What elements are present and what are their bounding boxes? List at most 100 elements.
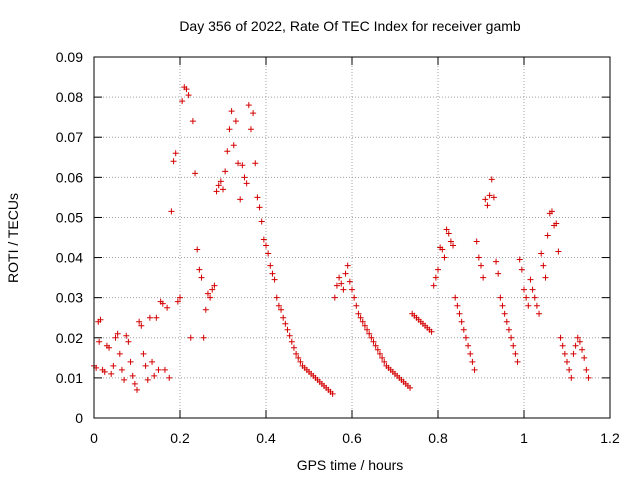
- data-point: [134, 386, 140, 393]
- data-point: [473, 238, 480, 245]
- data-point: [215, 182, 222, 189]
- x-tick-label: 0.6: [342, 430, 362, 446]
- data-point: [217, 178, 224, 185]
- data-point: [125, 338, 132, 345]
- data-point: [222, 168, 229, 175]
- data-point: [480, 274, 487, 281]
- data-point: [202, 306, 209, 313]
- data-point: [118, 366, 125, 373]
- data-point: [189, 118, 196, 125]
- data-point: [250, 110, 257, 117]
- data-point: [198, 274, 205, 281]
- data-point: [146, 314, 153, 321]
- data-point: [497, 294, 504, 301]
- data-point: [583, 366, 590, 373]
- data-point: [585, 374, 592, 381]
- data-point: [260, 236, 267, 243]
- data-point: [447, 238, 454, 245]
- data-point: [183, 86, 190, 93]
- data-point: [372, 342, 379, 349]
- data-point: [351, 294, 358, 301]
- data-point: [196, 266, 203, 273]
- data-point: [142, 362, 149, 369]
- data-point: [548, 208, 555, 215]
- data-point: [269, 270, 276, 277]
- data-point: [194, 246, 201, 253]
- data-point: [153, 314, 160, 321]
- data-point: [243, 180, 250, 187]
- x-tick-label: 0: [90, 430, 98, 446]
- data-point: [247, 126, 254, 133]
- data-point: [566, 366, 573, 373]
- data-point: [572, 342, 579, 349]
- data-point: [129, 372, 136, 379]
- data-point: [505, 326, 512, 333]
- data-point: [346, 278, 353, 285]
- data-point: [357, 314, 364, 321]
- data-point: [471, 366, 478, 373]
- data-point: [376, 350, 383, 357]
- data-point: [568, 374, 575, 381]
- data-point: [204, 290, 211, 297]
- data-point: [138, 322, 145, 329]
- x-tick-label: 0.2: [170, 430, 190, 446]
- data-point: [230, 142, 237, 149]
- data-point: [155, 366, 162, 373]
- data-point: [462, 334, 469, 341]
- data-point: [503, 318, 510, 325]
- data-point: [179, 98, 186, 105]
- data-point: [333, 282, 340, 289]
- data-point: [518, 266, 525, 273]
- data-point: [168, 208, 175, 215]
- data-point: [407, 384, 414, 391]
- axis-ticks: 0 0.01 0.02 0.03 0.04 0.05 0.06 0.07 0.08 0.09 0 0.…: [56, 49, 620, 446]
- x-tick-label: 1: [520, 430, 528, 446]
- data-point: [256, 204, 263, 211]
- data-point: [235, 160, 242, 167]
- grid-lines: [94, 57, 610, 418]
- data-points: [91, 84, 592, 397]
- data-point: [267, 262, 274, 269]
- data-point: [514, 358, 521, 365]
- data-point: [136, 318, 143, 325]
- y-tick-label: 0.06: [56, 169, 83, 185]
- data-point: [574, 334, 581, 341]
- data-point: [454, 302, 461, 309]
- data-point: [174, 298, 181, 305]
- x-tick-label: 1.2: [600, 430, 620, 446]
- data-point: [523, 294, 530, 301]
- data-point: [265, 250, 272, 257]
- data-point: [116, 350, 123, 357]
- data-point: [187, 334, 194, 341]
- x-tick-label: 0.8: [428, 430, 448, 446]
- data-point: [484, 202, 491, 209]
- data-point: [121, 376, 128, 383]
- data-point: [123, 332, 130, 339]
- data-point: [101, 368, 108, 375]
- data-point: [435, 266, 441, 273]
- data-point: [460, 326, 467, 333]
- y-axis-label: ROTI / TECUs: [5, 193, 21, 283]
- data-point: [213, 188, 220, 195]
- data-point: [475, 254, 482, 261]
- data-point: [540, 262, 547, 269]
- data-point: [576, 338, 583, 345]
- data-point: [288, 338, 295, 345]
- data-point: [467, 350, 474, 357]
- data-point: [359, 318, 366, 325]
- data-point: [525, 302, 532, 309]
- data-point: [278, 306, 285, 313]
- data-point: [161, 366, 168, 373]
- data-point: [273, 294, 280, 301]
- data-point: [533, 302, 540, 309]
- data-point: [282, 320, 289, 327]
- data-point: [338, 280, 345, 287]
- data-point: [536, 310, 543, 317]
- data-point: [237, 196, 244, 203]
- data-point: [486, 192, 493, 199]
- x-tick-label: 0.4: [256, 430, 276, 446]
- data-point: [349, 286, 355, 293]
- data-point: [570, 350, 577, 357]
- data-point: [239, 162, 246, 169]
- data-point: [275, 302, 282, 309]
